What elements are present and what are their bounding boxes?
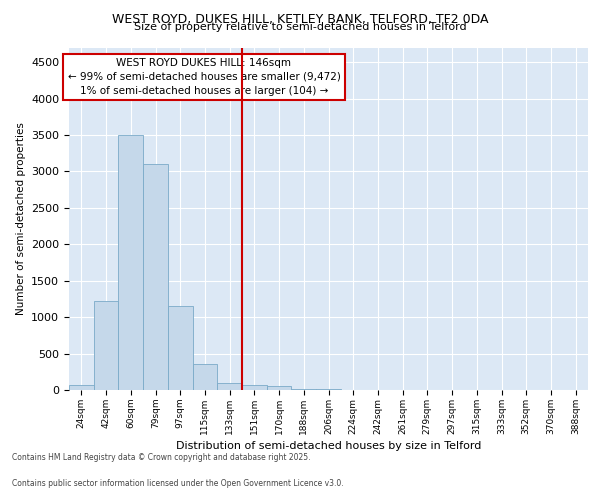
Bar	[168, 306, 193, 390]
Bar	[292, 388, 316, 390]
Text: WEST ROYD DUKES HILL: 146sqm
← 99% of semi-detached houses are smaller (9,472)
1: WEST ROYD DUKES HILL: 146sqm ← 99% of se…	[68, 58, 340, 96]
Bar	[193, 364, 217, 390]
Text: WEST ROYD, DUKES HILL, KETLEY BANK, TELFORD, TF2 0DA: WEST ROYD, DUKES HILL, KETLEY BANK, TELF…	[112, 12, 488, 26]
Text: Size of property relative to semi-detached houses in Telford: Size of property relative to semi-detach…	[134, 22, 466, 32]
Bar	[217, 382, 242, 390]
Bar	[118, 135, 143, 390]
Bar	[69, 384, 94, 390]
Bar	[242, 384, 267, 390]
Bar	[267, 386, 292, 390]
X-axis label: Distribution of semi-detached houses by size in Telford: Distribution of semi-detached houses by …	[176, 441, 481, 451]
Bar	[143, 164, 168, 390]
Text: Contains HM Land Registry data © Crown copyright and database right 2025.: Contains HM Land Registry data © Crown c…	[12, 454, 311, 462]
Bar	[94, 300, 118, 390]
Y-axis label: Number of semi-detached properties: Number of semi-detached properties	[16, 122, 26, 315]
Text: Contains public sector information licensed under the Open Government Licence v3: Contains public sector information licen…	[12, 478, 344, 488]
